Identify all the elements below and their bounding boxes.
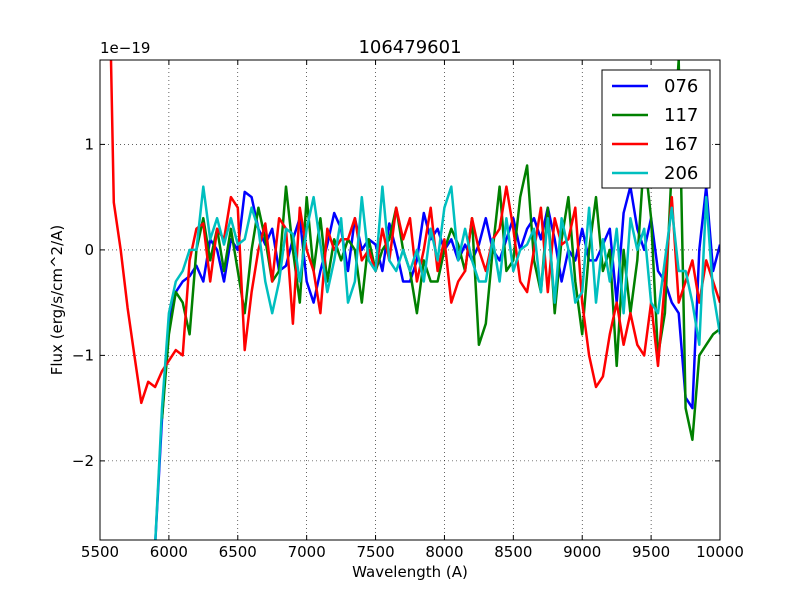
series-line-206	[154, 185, 720, 540]
legend-label-076: 076	[664, 76, 698, 97]
legend-label-117: 117	[664, 105, 698, 126]
x-tick-label: 6000	[150, 543, 188, 561]
x-tick-label: 9000	[563, 543, 601, 561]
x-tick-label: 7000	[288, 543, 326, 561]
y-axis-label: Flux (erg/s/cm^2/A)	[48, 225, 66, 376]
axis-ticks: 5500 6000 6500 7000 7500 8000 8500 9000 9500 1000…	[72, 60, 744, 561]
x-tick-label: 7500	[356, 543, 394, 561]
y-tick-label: −2	[72, 452, 94, 470]
x-tick-label: 9500	[632, 543, 670, 561]
legend: 076 117 167 206	[601, 69, 711, 189]
series-lines	[109, 60, 720, 540]
y-tick-label: −1	[72, 346, 94, 364]
legend-label-206: 206	[664, 163, 698, 184]
y-tick-label: 0	[84, 241, 94, 259]
series-line-076	[154, 185, 720, 540]
chart-title: 106479601	[358, 37, 461, 58]
y-tick-label: 1	[84, 135, 94, 153]
legend-box	[601, 69, 711, 189]
series-line-167	[109, 60, 720, 405]
x-tick-label: 8000	[425, 543, 463, 561]
legend-label-167: 167	[664, 134, 698, 155]
plot-frame	[99, 59, 721, 541]
x-axis-label: Wavelength (A)	[352, 563, 468, 581]
x-tick-label: 5500	[81, 543, 119, 561]
x-tick-label: 10000	[696, 543, 744, 561]
x-tick-label: 6500	[219, 543, 257, 561]
y-offset-label: 1e−19	[100, 39, 150, 57]
x-tick-label: 8500	[494, 543, 532, 561]
